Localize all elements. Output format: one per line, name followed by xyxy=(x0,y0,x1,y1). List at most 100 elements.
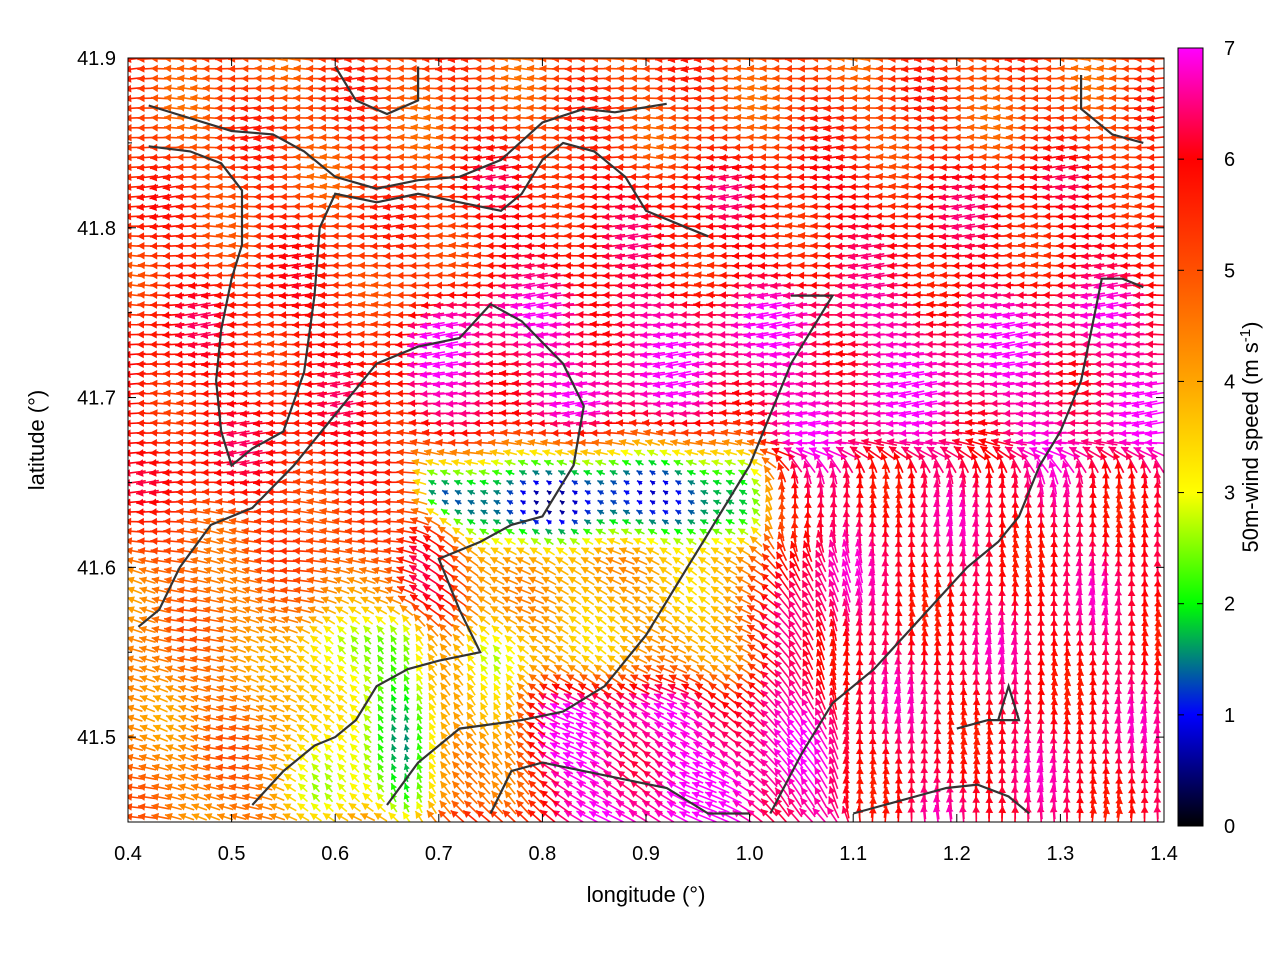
wind-arrow xyxy=(403,634,411,646)
wind-arrow xyxy=(704,801,730,814)
wind-arrow xyxy=(309,713,322,724)
wind-arrow xyxy=(697,625,711,635)
wind-arrow xyxy=(425,507,439,516)
wind-arrow xyxy=(415,653,424,666)
wind-arrow xyxy=(670,645,687,654)
wind-arrow xyxy=(504,760,516,775)
wind-arrow xyxy=(403,714,410,723)
wind-arrow xyxy=(137,803,157,811)
wind-arrow xyxy=(479,634,490,646)
wind-arrow xyxy=(571,479,579,486)
wind-arrow xyxy=(606,449,621,457)
wind-arrow xyxy=(323,743,334,754)
wind-arrow xyxy=(569,537,581,546)
wind-arrow xyxy=(529,644,543,655)
wind-arrow xyxy=(704,791,730,804)
wind-arrow xyxy=(255,783,273,791)
wind-arrow xyxy=(751,477,761,487)
wind-arrow xyxy=(256,685,272,693)
wind-arrow xyxy=(543,537,554,546)
wind-arrow xyxy=(466,663,476,676)
wind-arrow xyxy=(504,750,516,766)
wind-arrow xyxy=(596,479,605,486)
wind-arrow xyxy=(467,499,475,506)
wind-arrow xyxy=(801,688,815,710)
wind-arrow xyxy=(619,537,634,545)
wind-arrow xyxy=(661,469,669,476)
wind-arrow xyxy=(441,489,449,496)
wind-arrow xyxy=(503,625,517,635)
wind-arrow xyxy=(396,488,417,496)
wind-arrow xyxy=(801,619,814,641)
wind-arrow xyxy=(559,489,566,496)
wind-arrow xyxy=(658,566,673,576)
wind-arrow xyxy=(416,772,424,783)
wind-arrow xyxy=(645,566,660,576)
wind-arrow xyxy=(581,615,594,625)
wind-arrow xyxy=(691,811,717,822)
wind-arrow xyxy=(477,760,491,775)
wind-arrow xyxy=(723,546,737,556)
wind-arrow xyxy=(723,566,738,576)
wind-arrow xyxy=(454,489,462,496)
wind-arrow xyxy=(336,752,347,764)
wind-arrow xyxy=(152,704,168,713)
wind-arrow xyxy=(700,509,709,516)
wind-arrow xyxy=(504,459,516,467)
wind-arrow xyxy=(723,449,738,457)
wind-arrow xyxy=(228,753,248,762)
wind-arrow xyxy=(610,489,618,496)
wind-arrow xyxy=(787,797,803,818)
wind-arrow xyxy=(528,566,544,576)
wind-arrow xyxy=(787,609,802,631)
wind-arrow xyxy=(672,605,685,616)
wind-arrow xyxy=(554,654,569,665)
wind-arrow xyxy=(788,580,802,602)
wind-arrow xyxy=(269,754,285,762)
wind-arrow xyxy=(549,732,575,745)
wind-arrow xyxy=(282,743,297,753)
wind-arrow xyxy=(583,528,593,536)
wind-arrow xyxy=(463,604,479,616)
wind-arrow xyxy=(255,763,273,772)
wind-arrow xyxy=(670,635,686,645)
wind-arrow xyxy=(349,743,360,754)
wind-arrow xyxy=(296,654,310,665)
wind-arrow xyxy=(619,615,634,625)
wind-arrow xyxy=(684,625,699,635)
wind-arrow xyxy=(722,635,738,645)
wind-arrow xyxy=(673,459,684,467)
wind-vectors xyxy=(128,58,1164,822)
wind-arrow xyxy=(725,479,735,486)
wind-arrow xyxy=(554,605,569,615)
wind-arrow xyxy=(282,684,298,694)
wind-arrow xyxy=(646,537,659,546)
wind-arrow xyxy=(710,585,724,596)
wind-arrow xyxy=(516,634,530,645)
wind-arrow xyxy=(546,509,553,516)
wind-arrow xyxy=(323,752,334,763)
wind-arrow xyxy=(403,684,411,694)
wind-arrow xyxy=(283,773,297,783)
wind-arrow xyxy=(649,479,656,486)
wind-arrow xyxy=(632,615,647,625)
wind-arrow xyxy=(377,763,385,773)
wind-arrow xyxy=(190,783,208,791)
wind-arrow xyxy=(493,664,502,675)
wind-arrow xyxy=(491,770,503,785)
wind-arrow xyxy=(563,771,587,785)
wind-arrow xyxy=(697,645,712,655)
wind-arrow xyxy=(593,547,608,556)
wind-arrow xyxy=(644,635,661,645)
wind-arrow xyxy=(813,756,828,779)
wind-arrow xyxy=(363,674,372,685)
wind-arrow xyxy=(467,509,475,516)
wind-arrow xyxy=(416,693,424,705)
wind-arrow xyxy=(541,654,557,665)
wind-arrow xyxy=(451,458,466,467)
wind-arrow xyxy=(623,499,630,506)
wind-arrow xyxy=(190,753,209,762)
wind-arrow xyxy=(607,654,621,665)
wind-arrow xyxy=(464,780,478,795)
